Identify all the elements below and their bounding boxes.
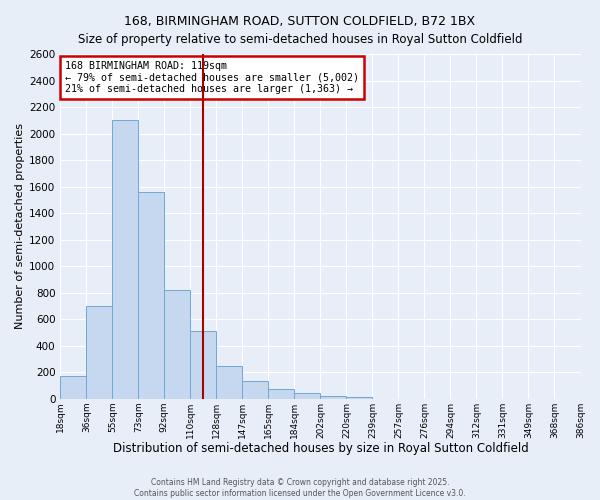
Bar (164, 290, 190, 399)
Bar (60, 376, 86, 398)
Bar (112, 120, 139, 398)
Bar (320, 396, 346, 398)
Y-axis label: Number of semi-detached properties: Number of semi-detached properties (15, 124, 25, 330)
Text: Contains HM Land Registry data © Crown copyright and database right 2025.
Contai: Contains HM Land Registry data © Crown c… (134, 478, 466, 498)
Bar (190, 331, 217, 398)
Bar (139, 192, 164, 398)
Bar (217, 366, 242, 398)
Text: 168 BIRMINGHAM ROAD: 119sqm
← 79% of semi-detached houses are smaller (5,002)
21: 168 BIRMINGHAM ROAD: 119sqm ← 79% of sem… (65, 61, 359, 94)
Text: 168, BIRMINGHAM ROAD, SUTTON COLDFIELD, B72 1BX: 168, BIRMINGHAM ROAD, SUTTON COLDFIELD, … (124, 15, 476, 28)
Bar (242, 382, 268, 398)
Bar (295, 394, 320, 398)
Bar (86, 306, 112, 398)
Text: Size of property relative to semi-detached houses in Royal Sutton Coldfield: Size of property relative to semi-detach… (78, 32, 522, 46)
Bar (268, 390, 295, 398)
X-axis label: Distribution of semi-detached houses by size in Royal Sutton Coldfield: Distribution of semi-detached houses by … (113, 442, 528, 455)
